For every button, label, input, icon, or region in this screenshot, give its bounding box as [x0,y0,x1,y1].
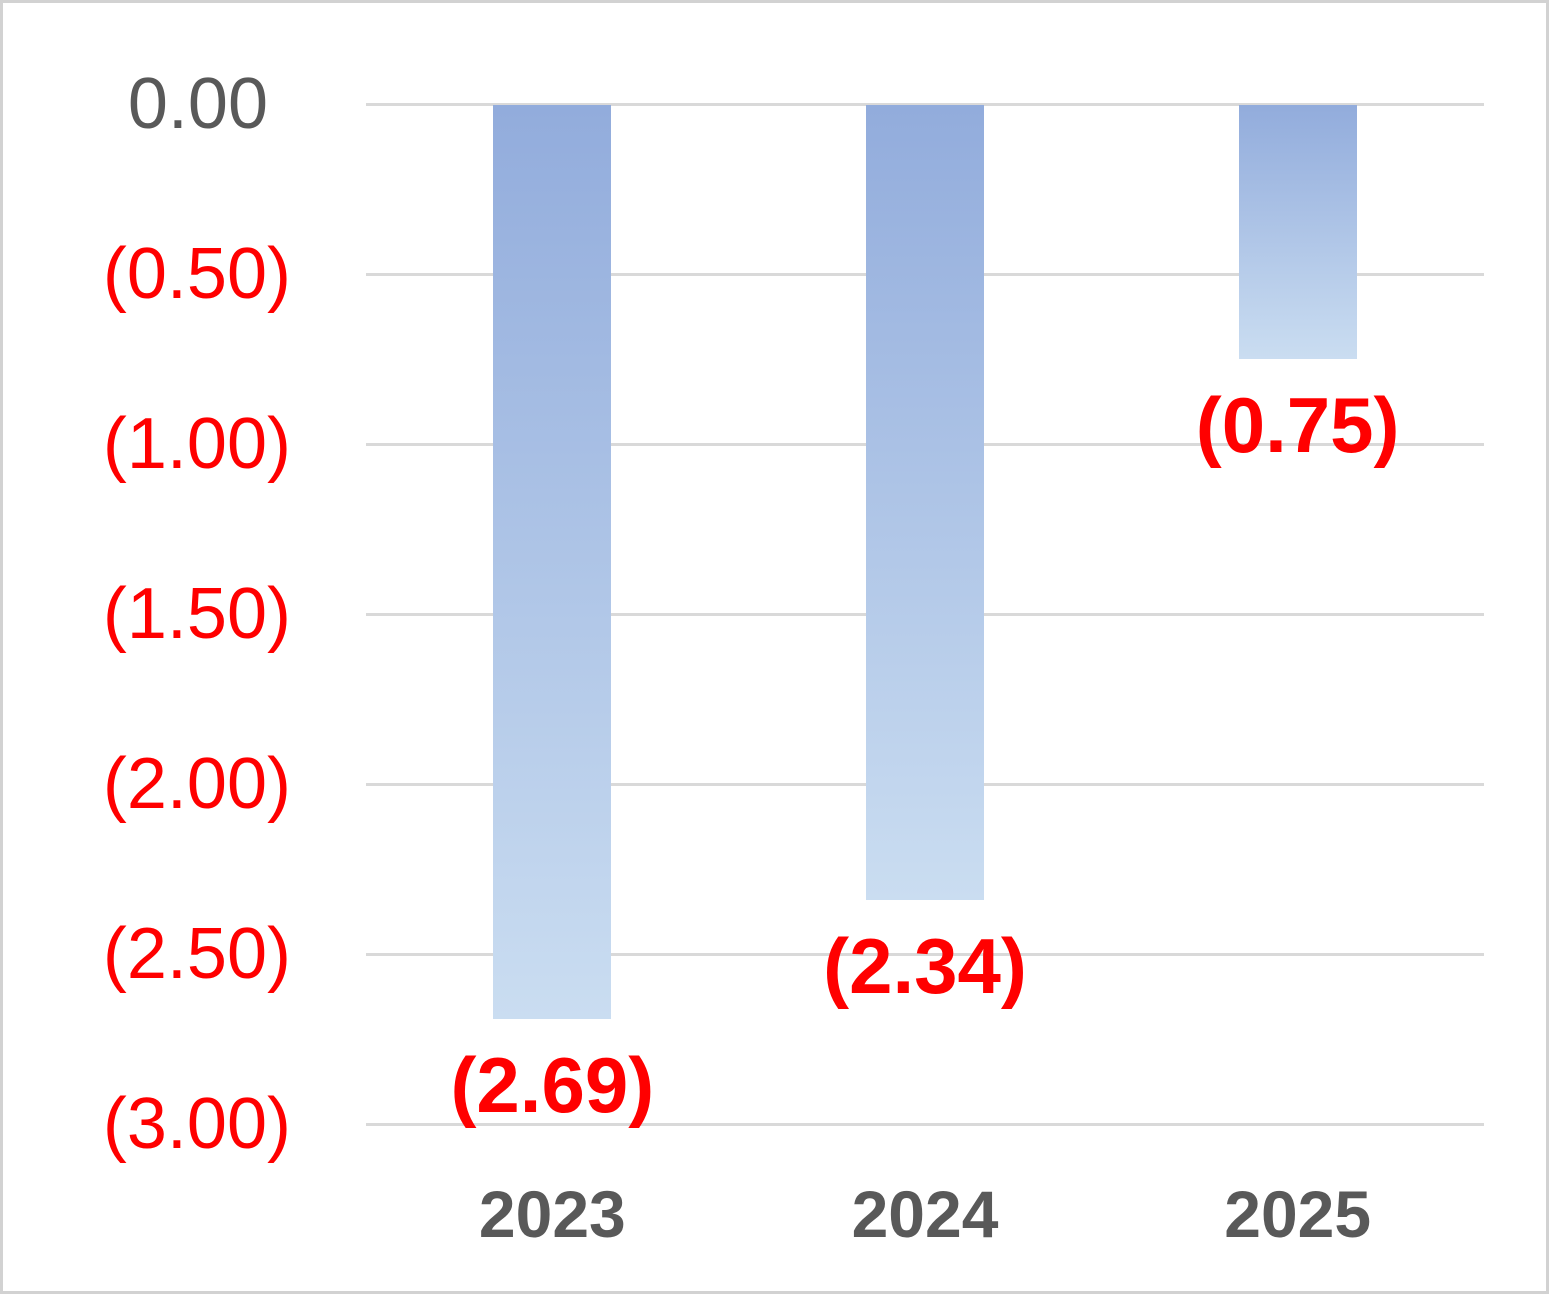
x-label-2023: 2023 [478,1177,626,1251]
y-tick-label: (2.50) [102,914,291,994]
gridline [366,953,1484,956]
y-tick-label: (3.00) [102,1084,291,1164]
y-tick-label: (2.00) [102,744,291,824]
y-tick-label: (1.00) [102,404,291,484]
data-label-2024: (2.34) [823,921,1027,1010]
x-label-2025: 2025 [1224,1177,1372,1251]
y-tick-label: 0.00 [127,64,268,144]
y-tick-label: (1.50) [102,574,291,654]
bar-2025 [1238,105,1357,359]
gridline [366,103,1484,106]
x-label-2024: 2024 [851,1177,999,1251]
bar-2024 [866,105,984,900]
bar-2023 [493,105,612,1019]
data-label-2025: (0.75) [1195,381,1400,469]
data-label-2023: (2.69) [450,1040,655,1129]
y-tick-label: (0.50) [102,234,291,314]
gridline [366,1123,1484,1126]
